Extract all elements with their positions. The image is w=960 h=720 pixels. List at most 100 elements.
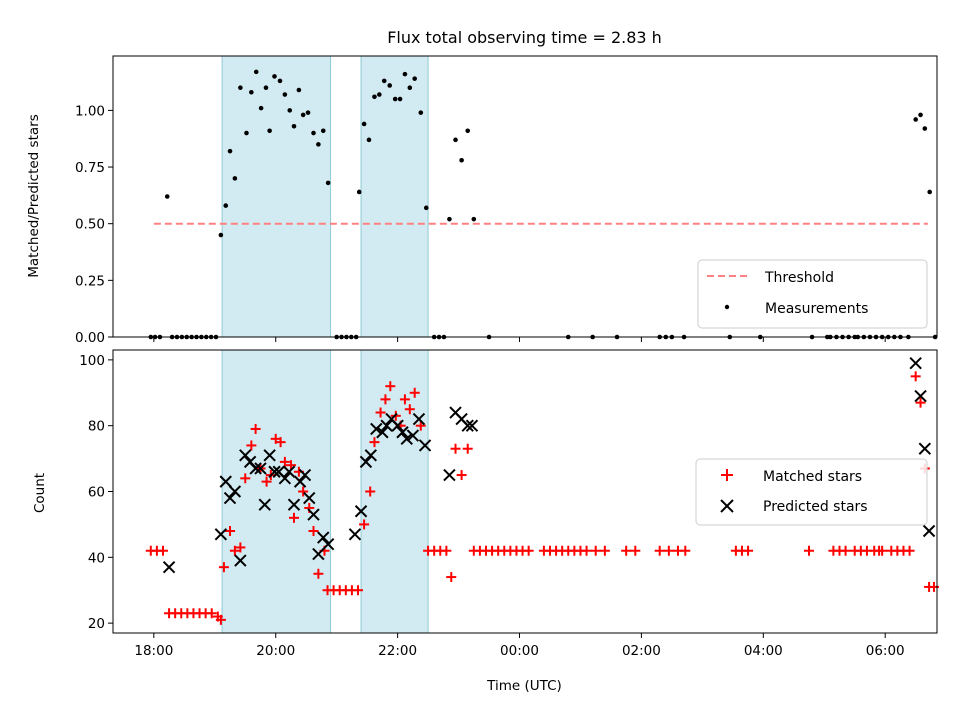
matched-star-point: [915, 397, 926, 408]
predicted-star-point: [418, 439, 432, 452]
measurement-point: [325, 180, 331, 186]
measurement-point: [320, 128, 326, 134]
measurement-point: [282, 92, 288, 97]
plot-frame: [112, 55, 938, 338]
predicted-star-point: [214, 528, 228, 541]
predicted-star-point: [278, 472, 292, 485]
x-tick-label: 02:00: [622, 643, 661, 659]
measurement-point: [227, 148, 233, 154]
predicted-star-point: [321, 537, 335, 551]
matched-star-point: [599, 545, 610, 556]
predicted-star-point: [909, 356, 922, 370]
predicted-star-point: [918, 442, 932, 455]
measurement-point: [164, 194, 170, 199]
predicted-star-point: [400, 432, 413, 446]
legend-matched-swatch: [721, 469, 733, 481]
matched-star-point: [680, 545, 691, 556]
measurement-point: [459, 157, 464, 163]
predicted-star-point: [254, 462, 267, 475]
measurement-point: [238, 85, 243, 91]
matched-star-point: [369, 437, 380, 448]
matched-star-point: [261, 476, 272, 487]
matched-star-point: [409, 387, 420, 398]
predicted-star-point: [391, 419, 404, 432]
measurement-point: [253, 69, 259, 75]
matched-star-point: [877, 545, 888, 556]
x-tick-label: 06:00: [866, 643, 905, 659]
matched-star-point: [840, 545, 851, 556]
x-axis-label: Time (UTC): [486, 678, 562, 694]
y-tick-label: 0.00: [75, 330, 105, 346]
matched-star-point: [385, 381, 396, 392]
matched-star-point: [365, 486, 376, 497]
predicted-star-point: [364, 449, 378, 462]
predicted-star-point: [370, 422, 383, 436]
predicted-star-point: [303, 491, 316, 505]
matched-star-point: [904, 545, 915, 556]
matched-star-point: [450, 443, 461, 454]
predicted-star-point: [287, 498, 301, 511]
y-tick-label: 20: [88, 616, 105, 632]
predicted-star-point: [219, 475, 232, 488]
matched-star-point: [229, 545, 240, 556]
bottom-plot-panel: 20 40 60 80 100 18:00 20:00 22:00 00:00 02:00 04:0…: [79, 349, 939, 659]
top-plot-panel: 0.00 0.25 0.50 0.75 1.00: [75, 55, 938, 346]
measurement-point: [372, 94, 377, 100]
predicted-star-point: [443, 468, 456, 482]
matched-star-point: [581, 545, 592, 556]
matched-star-point: [215, 614, 226, 625]
matched-star-point: [235, 542, 246, 553]
measurement-point: [258, 105, 264, 111]
matched-star-point: [246, 440, 257, 451]
matched-star-point: [206, 608, 217, 619]
measurement-point: [249, 89, 254, 95]
y-tick-label: 100: [79, 353, 105, 369]
y-tick-label: 1.00: [75, 103, 105, 119]
legend-measurements-swatch: [724, 304, 730, 310]
y-tick-label: 60: [88, 485, 105, 501]
predicted-star-point: [162, 560, 176, 574]
matched-star-point: [654, 545, 665, 556]
matched-star-point: [743, 545, 754, 556]
measurement-point: [453, 137, 458, 143]
measurement-point: [272, 74, 277, 79]
predicted-star-point: [317, 531, 330, 544]
predicted-star-point: [307, 508, 320, 521]
predicted-star-point: [312, 547, 325, 561]
measurement-point: [232, 176, 238, 181]
measurement-point: [927, 189, 932, 195]
y-tick-label: 0.75: [75, 160, 105, 176]
measurement-point: [918, 112, 923, 118]
matched-star-point: [157, 545, 168, 556]
matched-star-point: [621, 545, 632, 556]
measurement-point: [447, 216, 452, 222]
measurement-point: [397, 96, 403, 102]
matched-star-point: [218, 562, 229, 573]
measurement-point: [296, 87, 302, 93]
measurement-point: [223, 203, 229, 208]
predicted-star-point: [359, 455, 373, 469]
measurement-point: [361, 121, 367, 127]
matched-star-point: [353, 585, 364, 596]
matched-star-point: [404, 404, 415, 415]
measurement-point: [387, 83, 392, 88]
legend-predicted-label: Predicted stars: [763, 499, 868, 515]
matched-star-point: [663, 545, 674, 556]
matched-star-point: [523, 545, 534, 556]
predicted-star-point: [249, 462, 262, 475]
predicted-star-point: [406, 429, 420, 442]
legend-threshold-label: Threshold: [764, 270, 834, 286]
measurement-point: [412, 76, 417, 81]
measurement-point: [244, 130, 249, 136]
matched-star-point: [380, 394, 391, 405]
x-tick-label: 04:00: [744, 643, 783, 659]
matched-star-point: [313, 568, 324, 579]
matched-star-point: [279, 456, 290, 467]
x-tick-label: 18:00: [134, 643, 173, 659]
matched-star-point: [462, 443, 473, 454]
predicted-star-point: [412, 412, 426, 426]
predicted-star-point: [914, 389, 927, 403]
predicted-star-point: [239, 449, 252, 462]
measurement-point: [291, 123, 297, 129]
